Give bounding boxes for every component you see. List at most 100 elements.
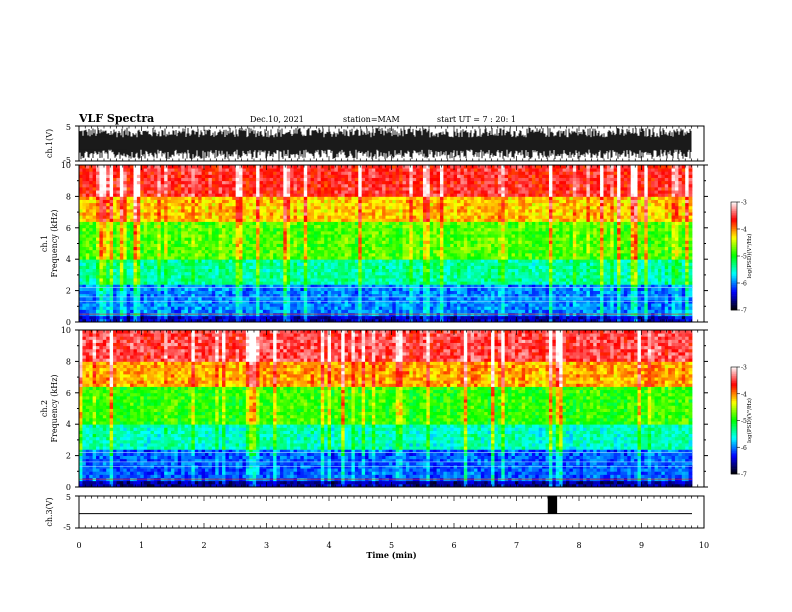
spectrogram-cell [644, 246, 649, 251]
spectrogram-cell [341, 252, 346, 257]
spectrogram-cell [657, 309, 662, 313]
spectrogram-cell [382, 243, 386, 248]
spectrogram-cell [433, 287, 437, 291]
spectrogram-cell [365, 237, 369, 241]
spectrogram-cell [140, 259, 145, 263]
spectrogram-cell [375, 293, 380, 298]
spectrogram-cell [126, 287, 131, 291]
spectrogram-cell [113, 240, 117, 244]
spectrogram-cell [136, 318, 141, 323]
spectrogram-cell [79, 290, 83, 295]
spectrogram-cell [365, 293, 369, 298]
spectrogram-cell [426, 246, 431, 251]
spectrogram-cell [371, 249, 376, 254]
spectrogram-cell [402, 268, 407, 273]
spectrogram-cell [664, 303, 669, 307]
spectrogram-cell [160, 306, 165, 310]
spectrogram-cell [637, 290, 642, 295]
spectrogram-cell [518, 259, 523, 263]
spectrogram-cell [491, 303, 495, 307]
spectrogram-cell [259, 240, 264, 244]
spectrogram-cell [508, 290, 512, 295]
spectrogram-cell [637, 278, 642, 282]
spectrogram-cell [576, 281, 581, 285]
spectrogram-cell [245, 240, 250, 244]
spectrogram-cell [385, 240, 390, 244]
spectrogram-cell [143, 296, 148, 301]
spectrogram-cell [412, 268, 417, 273]
spectrogram-cell [130, 293, 134, 298]
spectrogram-cell [222, 293, 226, 298]
spectrogram-cell [623, 281, 628, 285]
spectrogram-cell [365, 249, 369, 254]
spectrogram-cell [150, 256, 155, 260]
spectrogram-cell [593, 318, 598, 323]
spectrogram-cell [279, 271, 284, 276]
spectrogram-cell [136, 265, 141, 270]
spectrogram-cell [610, 274, 615, 279]
spectrogram-cell [119, 287, 124, 291]
spectrogram-cell [368, 240, 373, 244]
spectrogram-cell [664, 249, 669, 254]
spectrogram-cell [674, 318, 679, 323]
spectrogram-cell [262, 259, 267, 263]
spectrogram-cell [392, 303, 397, 307]
spectrogram-cell [501, 252, 506, 257]
spectrogram-cell [133, 281, 138, 285]
spectrogram-cell [259, 284, 264, 288]
spectrogram-cell [102, 256, 107, 260]
spectrogram-cell [477, 243, 482, 248]
spectrogram-cell [613, 318, 618, 323]
spectrogram-cell [572, 256, 577, 260]
spectrogram-cell [579, 296, 584, 301]
spectrogram-cell [565, 281, 570, 285]
spectrogram-cell [109, 265, 114, 270]
spectrogram-cell [358, 268, 363, 273]
spectrogram-cell [119, 265, 124, 270]
spectrogram-cell [617, 287, 621, 291]
spectrogram-cell [119, 246, 124, 251]
spectrogram-cell [371, 281, 376, 285]
spectrogram-cell [651, 318, 655, 323]
spectrogram-cell [228, 246, 233, 251]
spectrogram-cell [348, 315, 352, 320]
spectrogram-cell [531, 271, 536, 276]
spectrogram-cell [409, 265, 414, 270]
spectrogram-cell [569, 240, 574, 244]
spectrogram-cell [613, 303, 618, 307]
spectrogram-cell [242, 281, 247, 285]
spectrogram-cell [545, 315, 550, 320]
spectrogram-cell [211, 243, 216, 248]
spectrogram-cell [164, 240, 168, 244]
spectrogram-cell [365, 306, 369, 310]
spectrogram-cell [617, 240, 621, 244]
spectrogram-cell [678, 287, 683, 291]
spectrogram-cell [300, 249, 305, 254]
spectrogram-cell [348, 249, 352, 254]
spectrogram-cell [283, 240, 288, 244]
spectrogram-cell [211, 249, 216, 254]
spectrogram-cell [303, 293, 308, 298]
spectrogram-cell [450, 259, 455, 263]
spectrogram-cell [354, 246, 359, 251]
spectrogram-cell [634, 303, 638, 307]
spectrogram-cell [463, 278, 468, 282]
spectrogram-cell [82, 303, 87, 307]
spectrogram-cell [130, 252, 134, 257]
spectrogram-cell [119, 318, 124, 323]
spectrogram-cell [130, 240, 134, 244]
spectrogram-cell [106, 281, 111, 285]
spectrogram-cell [623, 274, 628, 279]
spectrogram-cell [528, 252, 533, 257]
spectrogram-cell [668, 281, 672, 285]
spectrogram-cell [201, 290, 206, 295]
spectrogram-cell [283, 246, 288, 251]
spectrogram-cell [222, 240, 226, 244]
spectrogram-cell [259, 278, 264, 282]
spectrogram-cell [157, 309, 162, 313]
spectrogram-cell [484, 246, 489, 251]
spectrogram-cell [627, 278, 632, 282]
spectrogram-cell [576, 309, 581, 313]
spectrogram-cell [664, 262, 669, 266]
spectrogram-cell [92, 315, 97, 320]
